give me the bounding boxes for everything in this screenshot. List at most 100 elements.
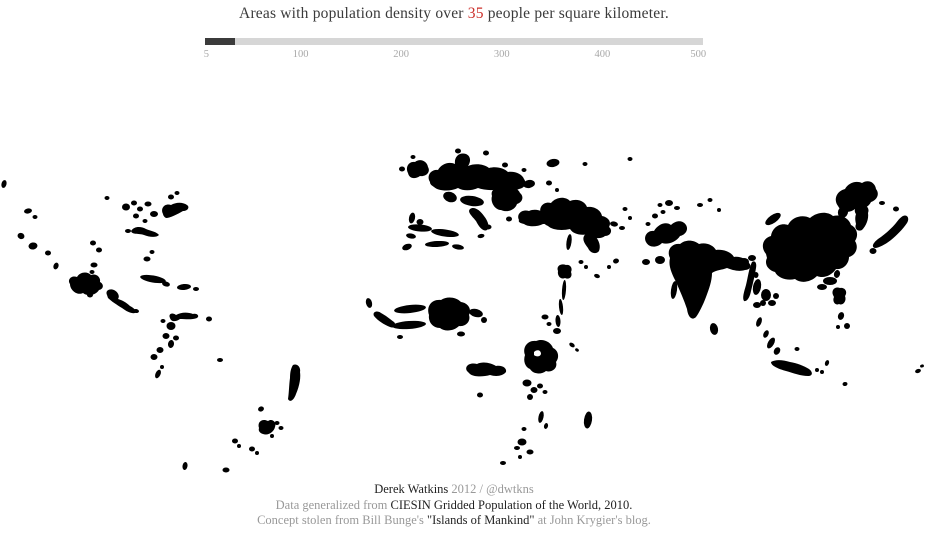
map-blob-korea [854, 205, 869, 231]
map-blob-za-johannesburg [517, 438, 527, 446]
map-blob-sa-mecca [584, 265, 588, 269]
map-blob-za-dot1 [514, 446, 520, 450]
map-blob-us-los-angeles [28, 242, 38, 250]
map-blob-eg-nile-delta [557, 264, 572, 279]
map-blob-us-san-antonio [96, 247, 102, 253]
map-blob-manchuria [835, 181, 878, 212]
map-blob-co-coast [160, 319, 166, 323]
map-blob-jp-honshu [872, 215, 909, 248]
map-blob-br-santos [270, 434, 274, 438]
map-blob-china [762, 212, 858, 282]
slider-tick-200: 200 [393, 49, 410, 60]
map-blob-pe-north [160, 365, 164, 369]
map-blob-trinidad [206, 316, 212, 322]
map-blob-amazon-dot [217, 358, 223, 362]
map-blob-lake-victoria-nw [522, 379, 532, 387]
map-blob-ethiopia [524, 339, 559, 374]
map-blob-gr-athens [506, 216, 512, 222]
density-slider: 5 100 200 300 400 500 [203, 38, 706, 62]
map-blob-sahel-band [394, 304, 426, 314]
map-blob-cl-santiago [182, 462, 188, 470]
map-blob-panama [133, 308, 139, 314]
map-blob-ca-toronto [168, 194, 174, 200]
map-blob-ke-mombasa [542, 390, 548, 394]
author-link[interactable]: Derek Watkins [374, 482, 449, 496]
map-blob-ru-volga1 [546, 180, 552, 186]
map-blob-na-west-edge-dot [1, 180, 7, 188]
map-blob-es-madrid [416, 219, 424, 225]
map-blob-anatolia-caucasus [540, 197, 612, 239]
islands-of-mankind-link[interactable]: "Islands of Mankind" [427, 513, 535, 527]
map-blob-sa-jeddah [578, 260, 584, 264]
map-blob-lk-sri-lanka [709, 323, 719, 335]
map-blob-id-lombok [820, 370, 824, 374]
map-blob-tw-taiwan [833, 270, 841, 278]
concept-prefix: Concept stolen from Bill Bunge's [257, 513, 428, 527]
map-blob-ye-sanaa [594, 273, 600, 279]
map-blob-my-malaya1 [756, 317, 762, 327]
map-blob-us-minneapolis [104, 196, 110, 200]
map-blob-sd-darfur2 [546, 322, 552, 326]
map-blob-id-java [771, 360, 812, 376]
slider-tick-400: 400 [594, 49, 611, 60]
map-blob-jp-sapporo [893, 206, 899, 212]
map-blob-mm-irrawaddy [752, 279, 762, 295]
map-blob-gulf-qatar [607, 265, 611, 269]
slider-tick-5: 5 [203, 49, 209, 60]
map-blob-se-stockholm [483, 150, 489, 156]
map-blob-ua-moldova [523, 179, 535, 189]
map-blob-ru-nizhny [582, 162, 588, 166]
map-blob-us-atlanta [143, 256, 151, 262]
density-slider-track[interactable] [205, 38, 703, 45]
map-blob-us-carolinas [149, 250, 155, 254]
map-blob-us-chicago [122, 203, 130, 211]
map-blob-za-dot2 [518, 455, 522, 459]
map-blob-europe-core [428, 153, 526, 191]
map-blob-py-asuncion [232, 438, 238, 444]
map-blob-sd-darfur1 [541, 314, 549, 320]
map-blob-co-bogota [173, 335, 179, 341]
density-slider-handle[interactable] [205, 38, 236, 45]
map-blob-ph-visayas [837, 312, 845, 320]
map-blob-id-bali [815, 368, 819, 372]
map-blob-india [668, 240, 751, 319]
map-blob-br-rio [274, 421, 280, 425]
map-blob-ph-dot [836, 325, 840, 329]
map-blob-mz-dot [543, 423, 549, 429]
map-blob-png-dot [920, 364, 924, 368]
map-blob-th-bangkok [760, 300, 766, 306]
map-blob-us-sf-bay [17, 232, 25, 240]
map-blob-venezuela-coast [169, 312, 199, 322]
map-blob-ca-montreal [174, 191, 180, 195]
slider-tick-100: 100 [292, 49, 309, 60]
credit-line-author: Derek Watkins 2012 / @dwtkns [205, 482, 703, 498]
map-blob-us-ohio-valley [131, 226, 159, 237]
map-blob-fi-helsinki [502, 162, 508, 168]
map-blob-ec-quito [156, 347, 164, 353]
map-blob-borneo-dot [794, 347, 800, 351]
map-blob-gulf-guinea-coast [392, 320, 426, 330]
map-blob-br-curitiba [249, 446, 255, 452]
map-blob-mx-central [68, 272, 103, 296]
map-blob-us-houston [90, 262, 98, 268]
map-blob-af-herat [645, 222, 651, 226]
map-blob-ke-nairobi [537, 383, 543, 389]
map-blob-ru-ural [627, 157, 633, 161]
map-blob-madagascar [583, 411, 593, 429]
map-blob-br-sao-paulo-rio [258, 419, 276, 435]
map-blob-guinea-coast [373, 311, 396, 328]
map-blob-ru-moscow [546, 158, 560, 168]
map-blob-es-med-coast [431, 229, 459, 237]
map-blob-ec-guayaquil [150, 354, 158, 360]
ciesin-link[interactable]: CIESIN Gridded Population of the World, … [390, 497, 633, 512]
map-blob-th-east [773, 293, 779, 299]
map-blob-us-milwaukee [131, 200, 137, 206]
map-blob-af-kabul [652, 213, 658, 219]
map-blob-cameroon [469, 308, 483, 318]
map-blob-uk [406, 160, 429, 179]
slider-tick-300: 300 [493, 49, 510, 60]
author-meta: 2012 / @dwtkns [448, 482, 534, 496]
map-blob-png-coast [915, 368, 921, 374]
map-blob-kh-phnom-penh [768, 300, 776, 306]
map-blob-us-seattle [24, 208, 32, 214]
